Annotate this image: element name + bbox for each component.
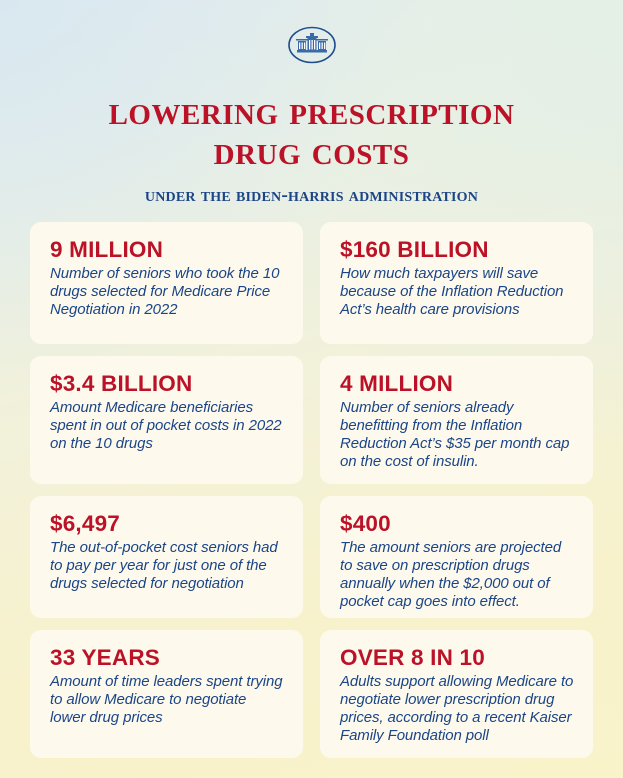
stat-description: Number of seniors who took the 10 drugs … (50, 264, 280, 318)
stat-card: $400 The amount seniors are projected to… (320, 496, 593, 618)
white-house-seal-icon (281, 22, 343, 68)
stat-value: $400 (340, 511, 391, 536)
stat-card: 9 MILLION Number of seniors who took the… (30, 222, 303, 344)
stat-card: $6,497 The out-of-pocket cost seniors ha… (30, 496, 303, 618)
stat-card: 33 YEARS Amount of time leaders spent tr… (30, 630, 303, 758)
stat-value: 9 MILLION (50, 237, 164, 262)
stat-description: Amount of time leaders spent trying to a… (50, 672, 283, 726)
stat-value: $160 BILLION (340, 237, 489, 262)
stat-card: 4 MILLION Number of seniors already bene… (320, 356, 593, 484)
page-title-line-1: Lowering Prescription (108, 87, 515, 133)
stat-description: Adults support allowing Medicare to nego… (340, 672, 574, 745)
stat-card: $160 BILLION How much taxpayers will sav… (320, 222, 593, 344)
stat-description: How much taxpayers will save because of … (340, 264, 564, 318)
stat-value: 33 YEARS (50, 645, 160, 670)
page-title: Lowering Prescription Drug Costs (24, 87, 599, 173)
stat-card: $3.4 BILLION Amount Medicare beneficiari… (30, 356, 303, 484)
stat-value: 4 MILLION (340, 371, 454, 396)
stat-value: OVER 8 IN 10 (340, 645, 485, 670)
stat-value: $6,497 (50, 511, 121, 536)
stat-description: Amount Medicare beneficiaries spent in o… (50, 398, 282, 452)
stat-description: The out-of-pocket cost seniors had to pa… (50, 538, 278, 592)
page-title-line-2: Drug Costs (213, 126, 410, 173)
stat-description: Number of seniors already benefitting fr… (340, 398, 570, 471)
stats-grid: 9 MILLION Number of seniors who took the… (30, 222, 593, 758)
header: Lowering Prescription Drug Costs Under t… (0, 0, 623, 207)
stat-description: The amount seniors are projected to save… (340, 538, 562, 611)
stat-card: OVER 8 IN 10 Adults support allowing Med… (320, 630, 593, 758)
page-subtitle: Under the Biden-Harris Administration (144, 184, 479, 206)
stat-value: $3.4 BILLION (50, 371, 193, 396)
